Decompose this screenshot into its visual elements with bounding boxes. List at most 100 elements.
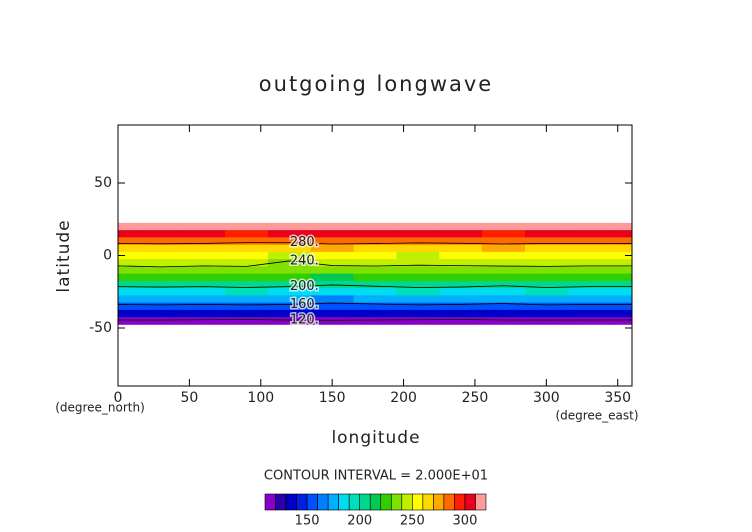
contour-cell [524,259,569,267]
colorbar-box [317,493,329,511]
contour-cell [524,302,569,311]
contour-cell [139,280,183,289]
contour-cell [182,230,226,238]
colorbar-box [306,493,318,511]
contour-cell [524,266,569,275]
contour-cell [396,266,440,275]
colorbar-box [296,493,308,511]
y-tick-label: 50 [94,175,112,191]
contour-cell [353,295,397,304]
contour-cell [225,237,269,246]
contour-cell [139,317,183,325]
contour-cell [118,273,140,282]
contour-cell [225,259,269,267]
contour-cell [482,280,526,289]
colorbar-box [464,493,476,511]
contour-cell [439,295,483,304]
contour-cell [118,295,140,304]
colorbar-box [348,493,361,511]
colorbar-box [264,493,276,511]
contour-line [117,260,632,268]
contour-cell [118,244,140,253]
contour-cell [610,251,633,260]
contour-cell [396,295,440,304]
contour-cell [118,230,140,238]
contour-cell [267,266,312,275]
contour-cell [182,280,226,289]
contour-cell [182,288,226,296]
colorbar-box [412,493,424,511]
x-tick-label: 350 [604,390,631,406]
y-tick-label: 0 [103,248,112,264]
colorbar-box [327,493,339,511]
contour-label: 160. [290,297,319,312]
contour-cell [439,237,483,246]
contour-line [117,242,632,245]
contour-cell [482,288,526,296]
contour-cell [139,237,183,246]
contour-cell [567,237,611,246]
contour-cell [139,251,183,260]
contour-cell [524,295,569,304]
contour-cell [225,273,269,282]
contour-cell [524,280,569,289]
colorbar-box [475,493,487,511]
contour-cell [139,230,183,238]
contour-cell [225,251,269,260]
colorbar-box [338,493,350,511]
contour-cell [310,244,354,253]
contour-cell [482,237,526,246]
contour-cell [353,280,397,289]
colorbar-box [401,493,413,511]
contour-cell [610,288,633,296]
contour-cell [353,273,397,282]
contour-cell [610,244,633,253]
contour-cell [439,288,483,296]
colorbar-box [380,493,392,511]
contour-cell [439,309,483,318]
colorbar-box [275,493,287,511]
contour-cell [353,259,397,267]
contour-cell [267,317,312,325]
contour-cell [267,259,312,267]
contour-cell [118,309,140,318]
contour-cell [182,266,226,275]
contour-cell [182,309,226,318]
contour-cell [353,302,397,311]
contour-cell [610,273,633,282]
contour-cell [182,222,226,231]
contour-cell [482,251,526,260]
contour-cell [182,302,226,311]
contour-cell [524,288,569,296]
contour-cell [610,302,633,311]
contour-cell [310,295,354,304]
contour-label: 120. [290,313,319,328]
contour-cell [524,230,569,238]
contour-cell [225,309,269,318]
contour-cell [567,288,611,296]
contour-cell [118,237,140,246]
contour-cell [267,244,312,253]
contour-cell [567,222,611,231]
contour-cell [267,273,312,282]
contour-cell [439,280,483,289]
colorbar-box [285,493,297,511]
contour-cell [118,280,140,289]
contour-cell [139,222,183,231]
contour-line [117,284,632,288]
contour-cell [610,222,633,231]
contour-cell [353,266,397,275]
contour-cell [139,288,183,296]
contour-cell [567,266,611,275]
contour-cell [610,230,633,238]
contour-cell [182,251,226,260]
y-units: (degree_north) [55,401,145,415]
contour-cell [439,251,483,260]
colorbar-box [369,493,382,511]
y-tick-label: -50 [89,320,112,336]
contour-cell [139,244,183,253]
contour-cell [524,251,569,260]
contour-cell [482,259,526,267]
contour-cell [225,222,269,231]
x-tick-label: 150 [319,390,346,406]
